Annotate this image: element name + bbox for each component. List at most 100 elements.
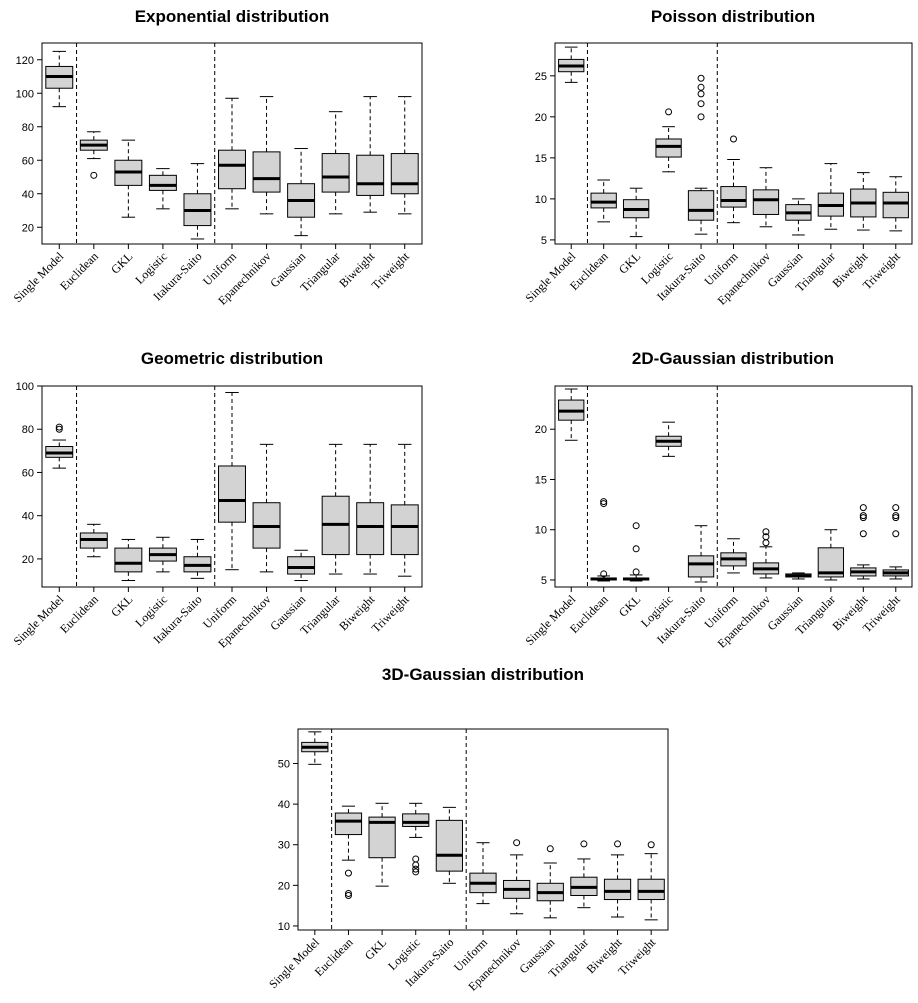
box-uniform [720,538,747,574]
x-tick-label: Euclidean [57,249,101,293]
x-tick-label: Single Model [11,592,67,648]
box-uniform [218,391,246,571]
panel-1: Exponential distribution 20 40 60 80 100 120 Si… [11,7,423,308]
box-logistic [655,108,682,173]
x-tick-label: GKL [362,935,389,962]
y-tick-label: 15 [535,474,547,486]
y-tick-label: 100 [16,381,34,393]
box-iqr [114,547,143,573]
box-itakura-saito [183,163,212,240]
outlier-point [859,512,867,520]
box-single-model [558,46,585,83]
box-triangular [321,111,350,215]
box-biweight [356,96,385,213]
box-logistic [655,421,682,457]
outlier-point [892,512,900,520]
box-gkl [622,187,650,238]
panel-title: 2D-Gaussian distribution [632,349,834,368]
panel-3: Geometric distribution 20 40 60 80 100 Single … [11,349,423,651]
panel-2: Poisson distribution 5 10 15 20 25 Single Mode… [522,7,913,308]
y-tick-label: 40 [22,511,34,523]
box-triangular [817,163,845,230]
box-gaussian [536,845,564,919]
box-iqr [218,465,246,523]
box-iqr [590,192,617,209]
x-tick-label: Triweight [369,592,413,636]
x-tick-label: GKL [108,592,135,619]
y-tick-label: 50 [278,759,290,771]
box-gkl [368,802,396,887]
outlier-point [600,500,608,508]
box-gkl [622,522,650,582]
outlier-point [90,171,98,179]
outlier-point [697,113,705,121]
box-iqr [390,504,419,556]
box-logistic [148,536,177,573]
x-tick-label: Single Model [522,249,578,305]
outlier-point [697,100,705,108]
y-tick-label: 20 [535,424,547,436]
y-tick-label: 10 [278,921,290,933]
box-single-model [301,731,329,765]
box-iqr [390,153,419,195]
box-iqr [334,812,363,836]
box-iqr [637,878,665,901]
box-gkl [114,538,143,582]
outlier-point [614,840,622,848]
outlier-point [580,840,588,848]
y-tick-label: 80 [22,424,34,436]
outlier-point [344,869,352,877]
box-euclidean [79,523,108,558]
y-tick-label: 40 [278,799,290,811]
box-triweight [637,841,665,921]
box-biweight [850,172,877,231]
box-triweight [882,504,909,580]
outlier-point [647,841,655,849]
outlier-point [412,861,420,869]
outlier-point [859,504,867,512]
outlier-point [600,570,608,578]
outlier-point [344,889,352,897]
panel-title: Geometric distribution [141,349,323,368]
box-single-model [45,50,74,108]
box-biweight [356,443,385,575]
box-triangular [321,443,350,575]
outlier-point [344,891,352,899]
box-euclidean [79,131,108,179]
outlier-point [859,514,867,522]
box-logistic [402,802,430,876]
panel-title: Exponential distribution [135,7,330,26]
y-tick-label: 80 [22,122,34,134]
box-iqr [687,190,715,221]
box-triweight [390,443,419,577]
box-triweight [390,96,419,215]
outlier-point [412,855,420,863]
outlier-point [412,865,420,873]
outlier-point [697,74,705,82]
outlier-point [892,530,900,538]
box-iqr [356,154,385,196]
y-tick-label: 40 [22,189,34,201]
outlier-point [697,83,705,91]
box-iqr [603,878,632,901]
box-iqr [655,138,682,158]
x-tick-label: GKL [616,249,643,276]
box-gaussian [287,549,316,582]
box-logistic [148,168,177,210]
y-tick-label: 20 [22,222,34,234]
outlier-point [632,522,640,530]
box-euclidean [334,805,363,899]
box-euclidean [590,498,617,582]
box-itakura-saito [435,806,463,884]
box-biweight [603,840,632,918]
y-tick-label: 5 [541,575,547,587]
y-tick-label: 100 [16,88,34,100]
box-single-model [558,388,585,441]
panel-4: 2D-Gaussian distribution 5 10 15 20 Single Mo… [522,349,913,651]
box-gaussian [785,198,812,236]
outlier-point [892,504,900,512]
box-uniform [720,135,747,224]
outlier-point [859,530,867,538]
box-iqr [287,556,316,575]
